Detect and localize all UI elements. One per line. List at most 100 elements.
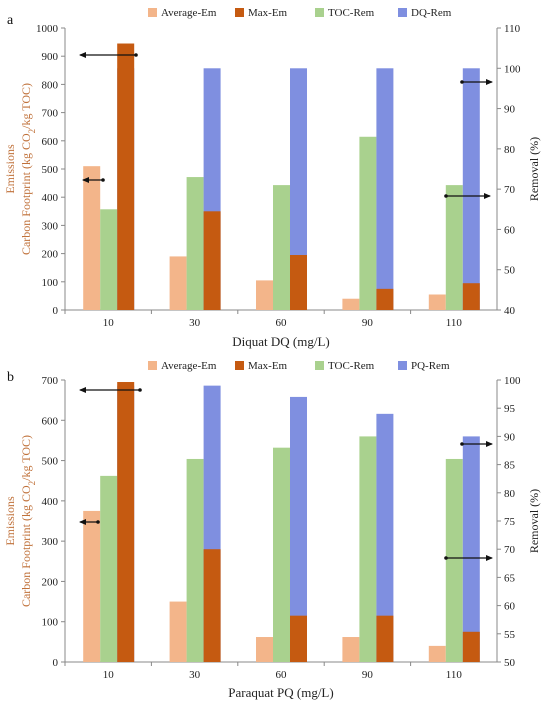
y-tick-label-right: 50 [504,657,516,669]
axis-pointer-dot [134,53,138,57]
x-tick-label: 30 [189,669,201,681]
x-tick-label: 60 [276,669,288,681]
y-tick-label-right: 85 [504,460,516,472]
x-axis-title: Paraquat PQ (mg/L) [228,685,333,700]
x-tick-label: 90 [362,669,374,681]
x-tick-label: 10 [103,669,115,681]
panel-label: b [7,370,14,385]
panel-b: b Average-Em Max-Em TOC-Rem PQ-Rem 0 100 200 300… [3,360,541,700]
bar-max-em-90 [376,288,394,310]
legend-label: Max-Em [248,360,288,372]
bar-average-em-30 [169,601,187,662]
bar-max-em-110 [462,631,480,662]
axis-pointer-dot [460,80,464,84]
y-tick-label-right: 75 [504,516,516,528]
y-tick-label-left: 500 [42,164,59,176]
legend-swatch [235,8,244,17]
bar-toc-rem-10 [100,209,118,310]
legend-swatch [148,361,157,370]
bar-toc-rem-90 [359,136,377,310]
y-tick-label-right: 50 [504,265,516,277]
bar-average-em-110 [428,645,446,662]
legend-label: PQ-Rem [411,360,450,372]
bar-max-em-110 [462,283,480,310]
y-tick-label-left: 100 [42,277,59,289]
bar-max-em-10 [117,43,135,310]
bar-average-em-30 [169,256,187,310]
bar-max-em-30 [203,211,221,310]
bar-pq-rem-110 [462,436,480,662]
y-tick-label-right: 80 [504,488,516,500]
bar-toc-rem-110 [445,458,463,662]
bar-toc-rem-30 [186,177,204,310]
bar-pq-rem-90 [376,413,394,662]
x-axis-title: Diquat DQ (mg/L) [232,334,329,349]
y-tick-label-left: 700 [42,108,59,120]
legend-label: TOC-Rem [328,7,375,19]
bar-average-em-10 [83,510,101,662]
y-tick-label-left: 800 [42,79,59,91]
y-axis-title-left-line1: Emissions [3,496,17,546]
y-tick-label-right: 65 [504,572,516,584]
y-tick-label-left: 100 [42,617,59,629]
bar-average-em-60 [256,637,273,662]
y-axis-title-left-part: Carbon Footprint (kg CO [19,485,33,607]
legend-label: Average-Em [161,7,217,19]
x-tick-label: 110 [446,317,463,329]
bar-toc-rem-30 [186,458,204,662]
y-tick-label-left: 0 [53,305,59,317]
y-tick-label-right: 40 [504,305,516,317]
legend-swatch [315,8,324,17]
legend-label: Max-Em [248,7,288,19]
bar-average-em-90 [342,637,360,662]
bar-toc-rem-10 [100,475,118,662]
y-axis-title-left-subscript: 2 [27,129,37,134]
bar-toc-rem-110 [445,185,463,310]
bar-max-em-90 [376,615,394,662]
bar-dq-rem-110 [462,68,480,311]
bar-dq-rem-90 [376,68,394,311]
y-axis-title-left-line2: Carbon Footprint (kg CO2/kg TOC) [19,83,37,255]
y-tick-label-left: 200 [42,249,59,261]
y-tick-label-right: 90 [504,104,516,116]
y-tick-label-left: 400 [42,192,59,204]
y-axis-title-right: Removal (%) [527,137,541,201]
y-axis-title-left-tail: /kg TOC) [19,83,33,129]
y-tick-label-left: 600 [42,415,59,427]
legend-label: Average-Em [161,360,217,372]
x-tick-label: 110 [446,669,463,681]
y-axis-title-left-line1: Emissions [3,144,17,194]
y-tick-label-right: 90 [504,431,516,443]
y-tick-label-left: 700 [42,375,59,387]
bar-max-em-60 [290,615,307,662]
y-tick-label-right: 100 [504,63,521,75]
y-tick-label-left: 300 [42,536,59,548]
y-tick-label-right: 60 [504,224,516,236]
y-tick-label-left: 1000 [36,23,59,35]
legend-swatch [235,361,244,370]
y-axis-title-left-part: Carbon Footprint (kg CO [19,133,33,255]
y-tick-label-left: 200 [42,576,59,588]
x-tick-label: 30 [189,317,201,329]
y-axis-title-left-subscript: 2 [27,481,37,486]
bar-average-em-60 [256,280,273,310]
legend-swatch [148,8,157,17]
y-tick-label-right: 60 [504,601,516,613]
legend-swatch [315,361,324,370]
bar-toc-rem-60 [273,447,290,662]
y-tick-label-left: 0 [53,657,59,669]
y-tick-label-right: 110 [504,23,521,35]
x-tick-label: 90 [362,317,374,329]
bar-average-em-90 [342,298,360,310]
y-tick-label-right: 55 [504,629,516,641]
bar-toc-rem-60 [273,185,290,310]
y-tick-label-right: 95 [504,403,516,415]
y-axis-title-left-line2: Carbon Footprint (kg CO2/kg TOC) [19,435,37,607]
x-tick-label: 60 [276,317,288,329]
axis-pointer-dot [460,442,464,446]
bar-toc-rem-90 [359,436,377,662]
x-tick-label: 10 [103,317,115,329]
legend-swatch [398,8,407,17]
y-tick-label-left: 900 [42,51,59,63]
